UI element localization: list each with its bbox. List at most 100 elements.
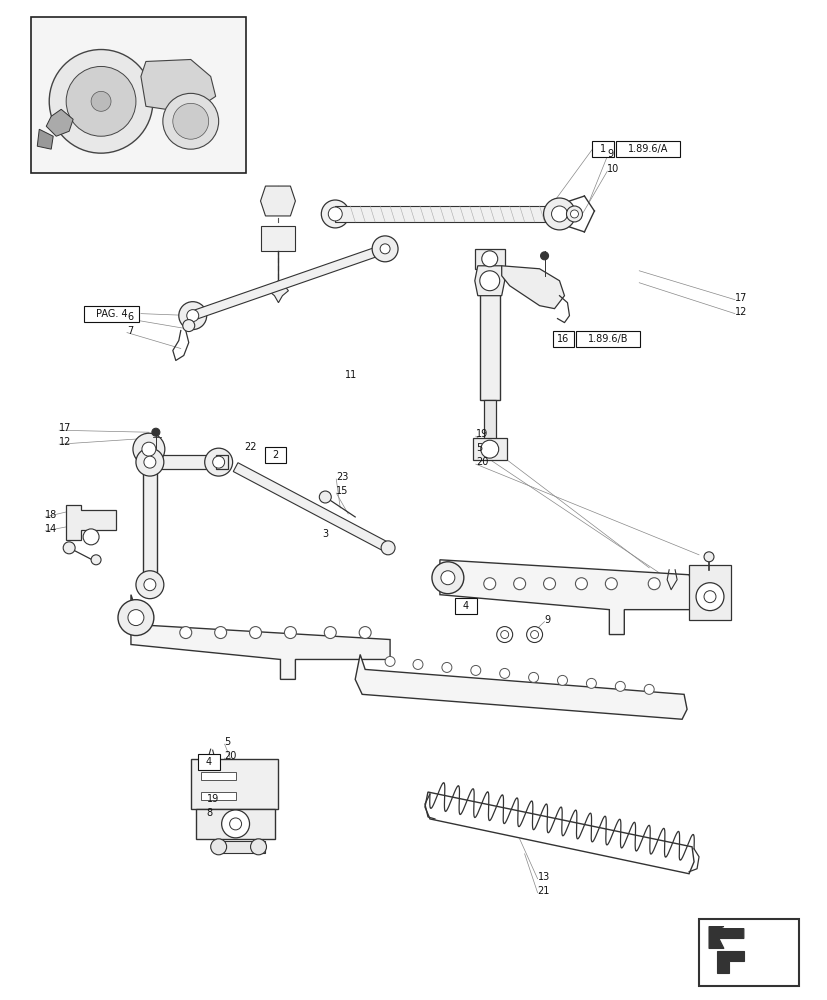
Circle shape: [83, 529, 99, 545]
Bar: [215, 841, 265, 853]
Bar: [261, 226, 295, 251]
Circle shape: [526, 627, 542, 643]
Polygon shape: [37, 129, 53, 149]
Circle shape: [496, 627, 512, 643]
Circle shape: [530, 631, 538, 639]
Circle shape: [500, 631, 508, 639]
Bar: [454, 598, 476, 614]
Circle shape: [222, 810, 249, 838]
Text: 1.89.6/B: 1.89.6/B: [587, 334, 628, 344]
Polygon shape: [233, 463, 390, 552]
Text: 4: 4: [462, 601, 468, 611]
Polygon shape: [355, 654, 686, 719]
Text: PAG. 4: PAG. 4: [96, 309, 127, 319]
Text: 11: 11: [345, 370, 357, 380]
Text: 1: 1: [600, 144, 605, 154]
Circle shape: [540, 252, 547, 260]
Bar: [552, 331, 574, 347]
Circle shape: [432, 562, 463, 594]
Polygon shape: [141, 59, 215, 109]
Circle shape: [163, 93, 218, 149]
Circle shape: [251, 839, 266, 855]
Circle shape: [204, 448, 232, 476]
Circle shape: [319, 491, 331, 503]
Bar: [190, 759, 278, 809]
Bar: [335, 206, 569, 222]
Text: 13: 13: [537, 872, 549, 882]
Circle shape: [440, 571, 454, 585]
Bar: [200, 772, 236, 780]
Text: 22: 22: [244, 442, 256, 452]
Text: 8: 8: [207, 808, 213, 818]
Circle shape: [481, 251, 497, 267]
Circle shape: [413, 659, 423, 669]
Circle shape: [703, 552, 713, 562]
Text: 17: 17: [59, 423, 71, 433]
Circle shape: [575, 578, 586, 590]
Circle shape: [327, 207, 342, 221]
Circle shape: [128, 610, 144, 626]
Circle shape: [136, 571, 164, 599]
Circle shape: [648, 578, 659, 590]
Text: 5: 5: [476, 443, 481, 453]
Bar: [688, 565, 730, 620]
Circle shape: [557, 675, 566, 685]
Polygon shape: [46, 109, 73, 136]
Bar: [615, 141, 679, 157]
Circle shape: [696, 583, 723, 611]
Circle shape: [210, 839, 227, 855]
Text: 17: 17: [734, 293, 747, 303]
Text: 12: 12: [59, 437, 71, 447]
Circle shape: [480, 440, 498, 458]
Circle shape: [614, 681, 624, 691]
Circle shape: [144, 579, 155, 591]
Circle shape: [385, 656, 394, 666]
Polygon shape: [131, 595, 390, 679]
Polygon shape: [261, 186, 295, 216]
Polygon shape: [708, 927, 743, 948]
Circle shape: [229, 818, 241, 830]
Circle shape: [66, 66, 136, 136]
Polygon shape: [439, 560, 693, 635]
Circle shape: [359, 627, 370, 639]
Polygon shape: [474, 266, 504, 296]
Circle shape: [49, 50, 153, 153]
Text: 6: 6: [127, 312, 133, 322]
Text: 10: 10: [607, 164, 619, 174]
Bar: [698, 919, 798, 986]
Polygon shape: [716, 951, 743, 973]
Circle shape: [566, 206, 581, 222]
Circle shape: [214, 627, 227, 639]
Circle shape: [249, 627, 261, 639]
Bar: [215, 455, 227, 469]
Bar: [474, 249, 504, 269]
Circle shape: [136, 448, 164, 476]
Circle shape: [551, 206, 566, 222]
Circle shape: [133, 433, 165, 465]
Circle shape: [380, 541, 394, 555]
Bar: [198, 754, 219, 770]
Text: 14: 14: [45, 524, 57, 534]
Text: 1.89.6/A: 1.89.6/A: [627, 144, 667, 154]
Circle shape: [183, 320, 194, 332]
Bar: [264, 447, 286, 463]
Circle shape: [543, 198, 575, 230]
Circle shape: [513, 578, 525, 590]
Circle shape: [118, 600, 154, 636]
Circle shape: [213, 456, 224, 468]
Bar: [472, 438, 506, 460]
Circle shape: [173, 103, 208, 139]
Circle shape: [543, 578, 555, 590]
Bar: [576, 331, 639, 347]
Text: 16: 16: [557, 334, 569, 344]
Bar: [195, 809, 275, 839]
Circle shape: [324, 627, 336, 639]
Text: 4: 4: [205, 757, 212, 767]
Bar: [84, 306, 139, 322]
Circle shape: [471, 665, 480, 675]
Text: 23: 23: [336, 472, 348, 482]
Polygon shape: [268, 281, 288, 303]
Circle shape: [91, 555, 101, 565]
Bar: [143, 458, 156, 588]
Circle shape: [151, 428, 160, 436]
